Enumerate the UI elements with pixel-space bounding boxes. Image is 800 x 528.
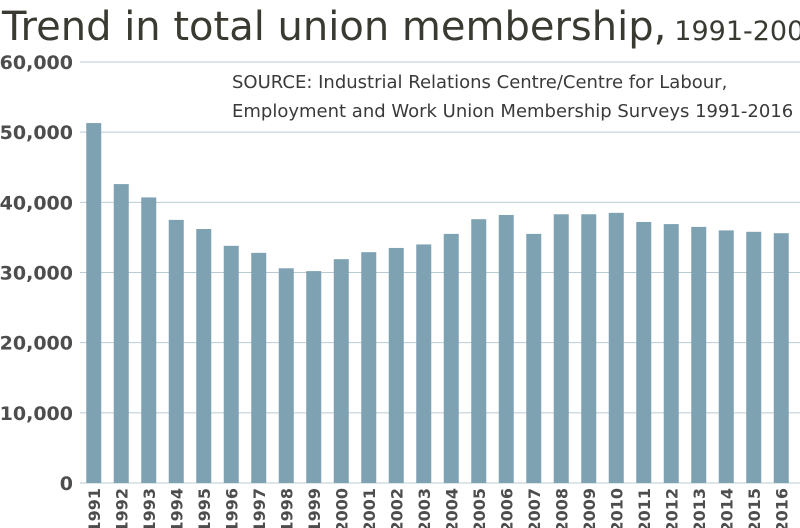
bar	[553, 214, 569, 484]
bar	[443, 233, 459, 483]
x-tick-label: 2005	[470, 488, 489, 528]
x-tick-label: 2009	[580, 488, 599, 528]
y-tick-label: 50,000	[0, 122, 73, 144]
annotation: SOURCE: Industrial Relations Centre/Cent…	[232, 72, 727, 93]
bar	[86, 123, 102, 484]
bar	[278, 268, 294, 483]
bar	[636, 221, 652, 484]
y-tick-label: 0	[60, 473, 73, 495]
bar	[333, 259, 349, 483]
bar	[581, 214, 597, 484]
bar	[773, 233, 789, 483]
bar	[306, 271, 322, 483]
x-tick-label: 1994	[167, 488, 186, 528]
bar	[691, 226, 707, 483]
x-tick-label: 1997	[250, 488, 269, 528]
x-tick-label: 1998	[277, 488, 296, 528]
x-tick-label: 2015	[745, 488, 764, 528]
y-tick-label: 30,000	[0, 263, 73, 285]
x-tick-label: 2008	[552, 488, 571, 528]
x-tick-label: 1993	[140, 488, 159, 528]
bar	[251, 252, 267, 483]
x-tick-label: 2016	[772, 488, 791, 528]
bar	[388, 247, 404, 483]
x-tick-label: 2002	[387, 488, 406, 528]
x-tick-label: 2001	[360, 488, 379, 528]
x-tick-label: 1991	[85, 488, 104, 528]
title-main: Trend in total union membership,	[1, 4, 666, 50]
bar	[223, 245, 239, 483]
x-tick-label: 2003	[415, 488, 434, 528]
x-tick-label: 1996	[222, 488, 241, 528]
x-tick-label: 2014	[717, 488, 736, 528]
bar	[361, 252, 377, 483]
y-tick-label: 60,000	[0, 52, 73, 74]
y-tick-label: 20,000	[0, 333, 73, 355]
x-tick-label: 2006	[497, 488, 516, 528]
annotation-box	[225, 66, 800, 126]
chart-title: Trend in total union membership, 1991-200…	[1, 4, 800, 50]
x-tick-label: 2007	[525, 488, 544, 528]
bar	[746, 231, 762, 483]
x-tick-label: 2013	[690, 488, 709, 528]
bar	[526, 233, 542, 483]
x-tick-label: 1999	[305, 488, 324, 528]
bar	[608, 212, 624, 483]
y-tick-label: 10,000	[0, 403, 73, 425]
x-tick-label: 2011	[635, 488, 654, 528]
bar	[471, 219, 487, 483]
bar	[416, 244, 432, 483]
y-tick-label: 40,000	[0, 192, 73, 214]
bar	[141, 197, 157, 483]
annotation: Employment and Work Union Membership Sur…	[232, 101, 793, 122]
x-tick-label: 1992	[112, 488, 131, 528]
title-years: 1991-2006	[674, 16, 800, 47]
bar	[498, 214, 514, 484]
x-tick-label: 2004	[442, 488, 461, 528]
x-tick-label: 2000	[332, 488, 351, 528]
x-tick-label: 2012	[662, 488, 681, 528]
bar	[168, 219, 184, 483]
bar	[196, 228, 212, 483]
x-tick-label: 2010	[607, 488, 626, 528]
bar	[718, 230, 734, 483]
bar	[113, 184, 129, 483]
x-tick-label: 1995	[195, 488, 214, 528]
bar	[663, 224, 679, 483]
